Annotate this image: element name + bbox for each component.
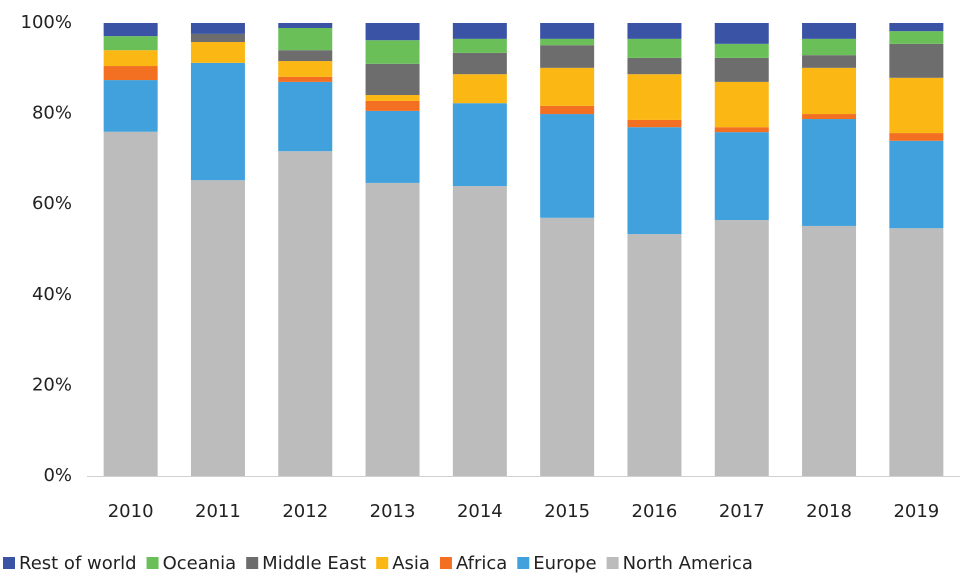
bar-segment <box>540 114 595 218</box>
bar-segment <box>278 61 333 77</box>
legend-label: Europe <box>533 553 596 574</box>
bar-segment <box>365 63 420 96</box>
bar-segment <box>103 36 158 51</box>
bar-segment <box>540 23 595 39</box>
bar-segment <box>190 23 245 34</box>
bar-segment <box>627 234 682 476</box>
y-tick-label: 100% <box>21 12 72 33</box>
bar-segment <box>714 132 769 221</box>
bar-segment <box>540 67 595 106</box>
bar-segment <box>540 45 595 68</box>
bar-segment <box>278 50 333 62</box>
bar-segment <box>103 23 158 37</box>
bar-segment <box>802 38 857 56</box>
bar-segment <box>190 62 245 181</box>
bar-segment <box>889 31 944 44</box>
legend-swatch <box>517 557 530 569</box>
y-tick-label: 20% <box>32 374 72 395</box>
bar-segment <box>540 38 595 46</box>
x-tick-label: 2014 <box>457 501 503 522</box>
legend-swatch <box>246 557 259 569</box>
bar-segment <box>802 55 857 68</box>
bar-segment <box>278 27 333 51</box>
bar-segment <box>452 38 507 53</box>
y-tick-label: 40% <box>32 284 72 305</box>
x-tick-label: 2017 <box>719 501 765 522</box>
bar-segment <box>627 119 682 128</box>
bar-segment <box>714 43 769 58</box>
bar-segment <box>889 43 944 78</box>
legend-swatch <box>3 557 15 569</box>
x-tick-label: 2012 <box>282 501 328 522</box>
y-tick-label: 60% <box>32 193 72 214</box>
legend-label: Africa <box>456 553 507 574</box>
bar-segment <box>889 133 944 141</box>
bar-segment <box>627 127 682 235</box>
x-tick-label: 2010 <box>108 501 154 522</box>
bar-segment <box>802 23 857 39</box>
bar-segment <box>103 131 158 476</box>
bar-segment <box>889 228 944 476</box>
bar-segment <box>802 67 857 115</box>
bar-segment <box>452 23 507 39</box>
x-tick-label: 2015 <box>544 501 590 522</box>
bar-segment <box>627 57 682 75</box>
legend-swatch <box>439 557 452 569</box>
bar-segment <box>802 225 857 476</box>
bar-segment <box>365 110 420 183</box>
x-tick-label: 2016 <box>632 501 678 522</box>
bar-segment <box>190 180 245 477</box>
bar-segment <box>452 74 507 104</box>
bar-segment <box>278 151 333 476</box>
bar-segment <box>714 23 769 44</box>
legend-label: Middle East <box>262 553 366 574</box>
bar-segment <box>103 50 158 67</box>
bar-segment <box>190 33 245 43</box>
bar-segment <box>365 95 420 101</box>
bar-segment <box>627 38 682 58</box>
y-tick-label: 0% <box>43 465 72 486</box>
bar-segment <box>190 42 245 63</box>
legend-swatch <box>376 557 389 569</box>
bar-segment <box>365 23 420 41</box>
bar-segment <box>889 23 944 32</box>
bar-segment <box>452 186 507 476</box>
bar-segment <box>714 127 769 133</box>
x-tick-label: 2018 <box>806 501 852 522</box>
bar-segment <box>278 81 333 152</box>
bar-segment <box>627 74 682 120</box>
bar-segment <box>278 23 333 28</box>
bar-segment <box>452 103 507 187</box>
bar-segment <box>103 80 158 132</box>
bar-segment <box>103 66 158 81</box>
y-tick-label: 80% <box>32 103 72 124</box>
bar-segment <box>452 52 507 75</box>
bar-segment <box>889 77 944 134</box>
bar-segment <box>540 217 595 477</box>
legend-label: Asia <box>392 553 430 574</box>
bar-segment <box>278 76 333 82</box>
bar-segment <box>802 119 857 226</box>
x-tick-label: 2019 <box>893 501 939 522</box>
bar-segment <box>802 114 857 120</box>
bar-segment <box>714 81 769 128</box>
bar-segment <box>365 100 420 111</box>
bar-segment <box>714 220 769 476</box>
bar-segment <box>540 105 595 115</box>
x-tick-label: 2011 <box>195 501 241 522</box>
bar-segment <box>889 140 944 229</box>
bar-segment <box>627 23 682 39</box>
bar-segment <box>365 182 420 476</box>
legend-swatch <box>606 557 619 569</box>
bar-segment <box>714 57 769 82</box>
x-tick-label: 2013 <box>370 501 416 522</box>
legend-label: Oceania <box>163 553 237 574</box>
legend-label: Rest of world <box>19 553 137 574</box>
bar-segment <box>365 40 420 64</box>
legend-swatch <box>146 557 159 569</box>
legend-label: North America <box>623 553 753 574</box>
